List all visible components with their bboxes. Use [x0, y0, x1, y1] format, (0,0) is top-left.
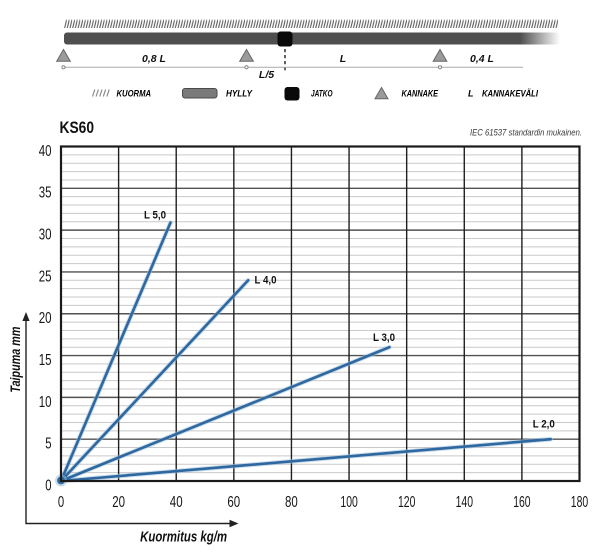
- svg-text:25: 25: [39, 268, 52, 285]
- svg-text:JATKO: JATKO: [311, 89, 333, 99]
- svg-text:HYLLY: HYLLY: [226, 89, 253, 99]
- svg-text:L: L: [468, 89, 474, 99]
- svg-text:Taipuma mm: Taipuma mm: [7, 327, 23, 393]
- svg-text:KUORMA: KUORMA: [117, 89, 152, 99]
- svg-text:40: 40: [170, 494, 183, 511]
- svg-text:L/5: L/5: [259, 69, 274, 81]
- svg-text:35: 35: [39, 185, 52, 202]
- svg-text:60: 60: [227, 494, 240, 511]
- svg-text:20: 20: [39, 310, 52, 327]
- svg-text:KANNAKE: KANNAKE: [402, 89, 439, 99]
- svg-text:120: 120: [398, 494, 416, 511]
- svg-text:KS60: KS60: [60, 118, 95, 137]
- svg-text:0,4 L: 0,4 L: [470, 53, 494, 65]
- svg-text:15: 15: [39, 352, 52, 369]
- svg-text:L 4,0: L 4,0: [255, 275, 277, 287]
- svg-text:0: 0: [58, 494, 65, 511]
- svg-text:KANNAKEVÄLI: KANNAKEVÄLI: [482, 89, 538, 99]
- svg-text:180: 180: [571, 494, 589, 511]
- svg-text:L 3,0: L 3,0: [373, 332, 395, 344]
- svg-text:Kuormitus kg/m: Kuormitus kg/m: [140, 528, 227, 545]
- svg-text:80: 80: [285, 494, 298, 511]
- svg-text:0,8 L: 0,8 L: [142, 53, 166, 65]
- svg-text:IEC 61537 standardin mukainen.: IEC 61537 standardin mukainen.: [470, 127, 582, 137]
- svg-text:L 2,0: L 2,0: [533, 418, 555, 430]
- svg-text:0: 0: [45, 477, 52, 494]
- svg-text:5: 5: [45, 436, 52, 453]
- svg-text:L: L: [340, 53, 346, 65]
- svg-text:10: 10: [39, 394, 52, 411]
- svg-text:30: 30: [39, 227, 52, 244]
- svg-text:160: 160: [513, 494, 531, 511]
- svg-text:40: 40: [39, 143, 52, 160]
- svg-text:100: 100: [340, 494, 358, 511]
- svg-text:140: 140: [456, 494, 474, 511]
- svg-text:L 5,0: L 5,0: [144, 209, 166, 221]
- svg-text:20: 20: [112, 494, 125, 511]
